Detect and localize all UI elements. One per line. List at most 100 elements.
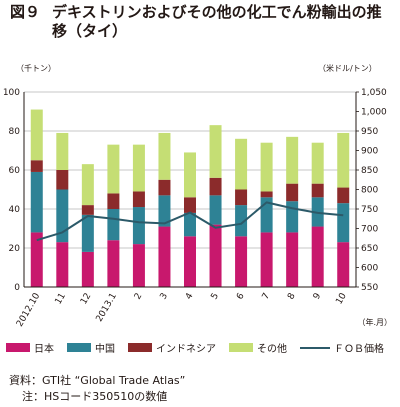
bar-indonesia (56, 170, 69, 190)
bar-china (107, 209, 120, 241)
x-tick-label: 8 (286, 291, 298, 301)
legend-label-fob: ＦＯＢ価格 (334, 344, 384, 355)
left-tick-label: 100 (3, 88, 20, 98)
bar-other (209, 125, 222, 178)
bar-japan (158, 226, 171, 287)
bar-indonesia (337, 187, 350, 204)
legend-item-fob: ＦＯＢ価格 (300, 340, 384, 355)
bar-other (337, 132, 350, 188)
note-line: 注：HSコード350510の数値 (22, 390, 168, 403)
bar-japan (311, 226, 324, 287)
chart-svg: 0 20 40 60 80 100 550 600 650 700 750 800 850 900 950 1… (3, 88, 392, 329)
bar-japan (337, 242, 350, 287)
bar-other (260, 142, 273, 192)
bar-japan (30, 232, 43, 287)
right-tick-label: 900 (361, 147, 378, 157)
bar-japan (260, 232, 273, 287)
legend-swatch-japan (6, 343, 30, 352)
right-tick-label: 700 (361, 225, 378, 235)
bar-china (56, 189, 69, 243)
bar-other (158, 132, 171, 180)
bar-china (209, 195, 222, 225)
legend-item-china: 中国 (67, 340, 115, 355)
right-tick-label: 1,000 (361, 108, 387, 118)
left-tick-label: 20 (9, 244, 21, 254)
source-note: 資料：GTI社 “Global Trade Atlas” 注：HSコード3505… (9, 373, 185, 405)
right-tick-label: 650 (361, 244, 378, 254)
right-tick-label: 850 (361, 166, 378, 176)
right-tick-label: 600 (361, 264, 378, 274)
bar-japan (209, 224, 222, 287)
bar-japan (235, 236, 248, 287)
x-tick-label: 9 (312, 291, 324, 301)
legend-swatch-china (67, 343, 91, 352)
bar-indonesia (286, 183, 299, 202)
legend-swatch-other (229, 343, 253, 352)
bar-china (158, 195, 171, 227)
bar-indonesia (184, 197, 196, 213)
bar-japan (286, 232, 299, 287)
legend-label-china: 中国 (95, 344, 115, 355)
bar-indonesia (30, 160, 43, 172)
bar-other (184, 152, 196, 198)
bar-indonesia (260, 191, 273, 198)
bar-japan (56, 242, 69, 287)
x-tick-label: 7 (261, 292, 273, 302)
legend-swatch-indonesia (128, 343, 152, 352)
bar-other (30, 109, 43, 161)
right-tick-label: 800 (361, 186, 378, 196)
legend: 日本 中国 インドネシア その他 ＦＯＢ価格 (6, 340, 397, 355)
left-tick-label: 40 (9, 205, 21, 215)
bar-china (286, 201, 299, 233)
bar-other (235, 138, 248, 190)
source-line: 資料：GTI社 “Global Trade Atlas” (9, 374, 186, 387)
x-tick-label: 10 (334, 291, 349, 306)
x-tick-label: 3 (159, 292, 171, 302)
legend-label-other: その他 (257, 344, 287, 355)
legend-label-indonesia: インドネシア (156, 344, 216, 355)
figure-title-block: 図９ デキストリンおよびその他の化工でん粉輸出の推移（タイ） (10, 3, 395, 41)
x-tick-label: 5 (210, 292, 222, 302)
x-tick-label: 2 (133, 292, 145, 302)
legend-item-japan: 日本 (6, 340, 54, 355)
bar-other (311, 142, 324, 184)
bar-other (56, 132, 69, 170)
bar-indonesia (158, 179, 171, 196)
bar-indonesia (209, 177, 222, 196)
bar-china (184, 212, 196, 237)
bar-china (30, 171, 43, 233)
x-tick-label: 2012.10 (15, 291, 42, 328)
bar-japan (132, 244, 145, 287)
right-axis-unit: （米ドル/トン） (318, 64, 377, 73)
left-axis-unit: （千トン） (16, 64, 56, 73)
bar-other (107, 144, 120, 194)
bar-japan (107, 240, 120, 287)
legend-item-other: その他 (229, 340, 287, 355)
bar-indonesia (311, 183, 324, 198)
left-tick-label: 60 (9, 166, 21, 176)
right-tick-label: 750 (361, 205, 378, 215)
bar-indonesia (81, 205, 94, 215)
x-tick-label: 2013.1 (95, 292, 119, 324)
right-tick-label: 1,050 (361, 88, 387, 98)
bar-other (286, 136, 299, 184)
figure-title: デキストリンおよびその他の化工でん粉輸出の推移（タイ） (52, 3, 382, 40)
bar-china (235, 205, 248, 237)
right-tick-label: 550 (361, 283, 378, 293)
x-axis-unit: （年.月） (357, 317, 392, 327)
figure-label: 図９ (10, 3, 41, 21)
legend-swatch-fob (300, 346, 330, 349)
bar-japan (184, 236, 196, 287)
x-tick-label: 11 (54, 292, 68, 307)
x-tick-label: 12 (79, 292, 93, 307)
right-tick-label: 950 (361, 127, 378, 137)
bar-china (337, 203, 350, 243)
left-tick-label: 80 (9, 127, 21, 137)
bar-japan (81, 251, 94, 287)
bar-indonesia (132, 191, 145, 208)
x-tick-label: 4 (184, 291, 196, 301)
bar-china (81, 214, 94, 252)
x-tick-label: 6 (235, 291, 247, 301)
bar-indonesia (235, 189, 248, 206)
bar-indonesia (107, 193, 120, 209)
